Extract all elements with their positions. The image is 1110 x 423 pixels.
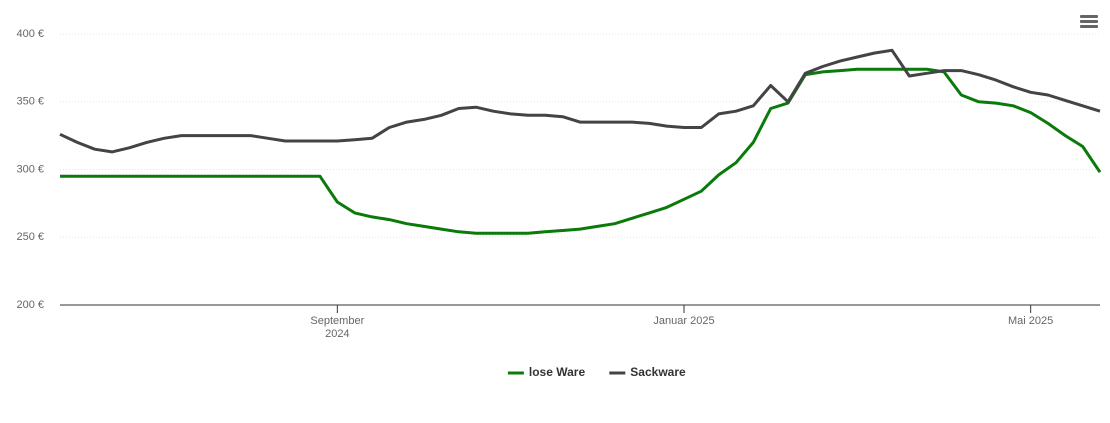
- menu-icon[interactable]: [1080, 15, 1098, 28]
- y-tick-label: 350 €: [16, 96, 44, 108]
- series-line: [59, 48, 1101, 154]
- series-line: [60, 67, 1102, 235]
- y-tick-label: 400 €: [16, 28, 44, 40]
- x-tick-label: Mai 2025: [1008, 315, 1054, 327]
- y-tick-label: 300 €: [16, 163, 44, 175]
- y-tick-label: 200 €: [16, 299, 44, 311]
- x-tick-label: September 2024: [310, 315, 365, 340]
- x-tick-label: Januar 2025: [653, 315, 715, 327]
- legend-label[interactable]: lose Ware: [529, 365, 586, 379]
- legend-label[interactable]: Sackware: [630, 365, 686, 379]
- y-tick-label: 250 €: [16, 231, 44, 243]
